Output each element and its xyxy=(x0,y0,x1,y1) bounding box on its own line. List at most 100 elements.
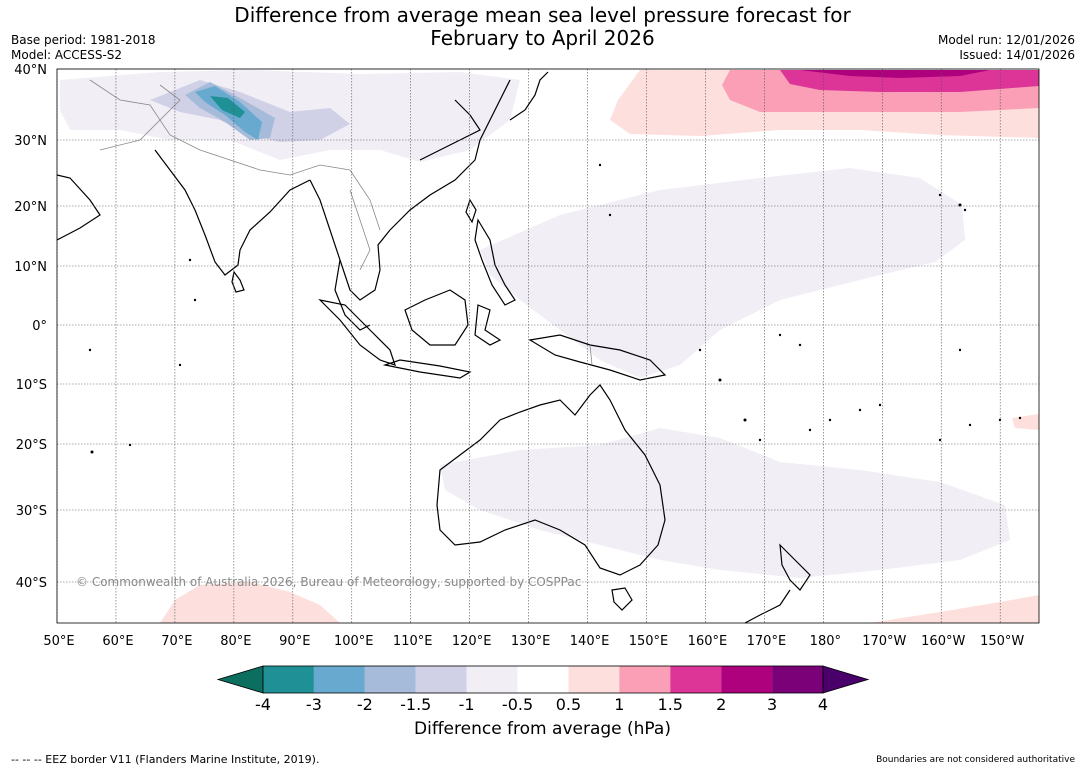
map-area: © Commonwealth of Australia 2026, Bureau… xyxy=(56,68,1039,624)
coast-tasmania xyxy=(611,587,633,611)
colorbar-swatch xyxy=(721,666,773,693)
lat-label-10n: 10°N xyxy=(14,260,47,275)
coast-philippines xyxy=(474,218,516,306)
colorbar-tick-label: -1 xyxy=(459,695,475,714)
lon-label: 110°E xyxy=(393,634,433,649)
coast-arabia xyxy=(56,174,101,241)
colorbar-swatch xyxy=(313,666,365,693)
lon-label: 120°E xyxy=(452,634,492,649)
colorbar-tick-label: 1 xyxy=(614,695,624,714)
lon-label: 50°E xyxy=(43,634,74,649)
country-borders xyxy=(89,79,593,366)
coast-japan xyxy=(509,71,549,121)
colorbar-tick-label: -4 xyxy=(255,695,271,714)
positive-anomaly-north-pacific-core xyxy=(800,70,990,78)
boundaries-disclaimer: Boundaries are not considered authoritat… xyxy=(876,755,1075,765)
colorbar-swatch xyxy=(772,666,823,693)
coast-malay-peninsula xyxy=(334,259,371,331)
positive-anomaly-south-west xyxy=(160,582,340,623)
latitude-axis: 40°N 30°N 20°N 10°N 0° 10°S 20°S 30°S 40… xyxy=(14,63,47,591)
border-png xyxy=(589,344,593,366)
coast-australia xyxy=(436,384,666,576)
lon-label: 100°E xyxy=(334,634,374,649)
lon-label: 170°W xyxy=(862,634,906,649)
coast-taiwan xyxy=(465,198,477,224)
coast-new-zealand-north xyxy=(779,543,811,591)
colorbar-swatch xyxy=(364,666,416,693)
lat-label-30s: 30°S xyxy=(16,504,47,519)
map-border xyxy=(56,68,1040,624)
issued-date: Issued: 14/01/2026 xyxy=(959,48,1075,62)
lat-label-40s: 40°S xyxy=(16,576,47,591)
border-asia-1 xyxy=(89,79,381,231)
title-line-2: February to April 2026 xyxy=(430,26,655,50)
model-name: Model: ACCESS-S2 xyxy=(11,48,123,62)
meta-left: Base period: 1981-2018 Model: ACCESS-S2 xyxy=(11,33,156,63)
longitude-axis: 50°E 60°E 70°E 80°E 90°E 100°E 110°E 120°E 130°E… xyxy=(43,634,1024,649)
coast-sumatra xyxy=(318,299,396,366)
colorbar-extend-max xyxy=(822,665,870,694)
colorbar-tick-label: 3 xyxy=(767,695,777,714)
negative-anomaly-region-pacific xyxy=(480,168,965,378)
colorbar-tick-label: -2 xyxy=(357,695,373,714)
negative-anomaly-region-australia xyxy=(440,428,1010,578)
lon-label: 80°E xyxy=(220,634,251,649)
border-asia-3 xyxy=(349,189,371,271)
lat-label-10s: 10°S xyxy=(16,378,47,393)
lon-label: 140°E xyxy=(570,634,610,649)
coast-korea-china xyxy=(419,99,481,161)
eez-footnote: -- -- -- EEZ border V11 (Flanders Marine… xyxy=(11,753,320,766)
lat-label-20s: 20°S xyxy=(16,438,47,453)
colorbar-swatch xyxy=(466,666,518,693)
map-title: Difference from average mean sea level p… xyxy=(0,4,1085,50)
colorbar-tick-label: 0.5 xyxy=(556,695,581,714)
colorbar-swatch xyxy=(568,666,620,693)
base-period: Base period: 1981-2018 xyxy=(11,33,156,47)
colorbar-tick-label: 2 xyxy=(716,695,726,714)
title-line-1: Difference from average mean sea level p… xyxy=(234,3,851,27)
copyright-notice: © Commonwealth of Australia 2026, Bureau… xyxy=(76,575,581,589)
colorbar-swatch xyxy=(619,666,671,693)
lat-label-40n: 40°N xyxy=(14,63,47,78)
coast-sri-lanka xyxy=(231,270,245,293)
colorbar-swatch xyxy=(517,666,569,693)
coast-india xyxy=(154,149,311,276)
coast-new-zealand-south xyxy=(744,589,791,624)
colorbar-swatch xyxy=(263,666,314,693)
coast-sulawesi xyxy=(474,304,502,346)
negative-anomaly-core-1f xyxy=(210,96,245,118)
positive-anomaly-east-islands xyxy=(1012,414,1039,430)
border-asia-2 xyxy=(99,84,181,151)
lon-label: 180° xyxy=(810,634,841,649)
lon-label: 170°E xyxy=(747,634,787,649)
colorbar-tick-label: -0.5 xyxy=(502,695,533,714)
lon-label: 70°E xyxy=(161,634,192,649)
lon-label: 60°E xyxy=(102,634,133,649)
lon-label: 160°W xyxy=(921,634,965,649)
colorbar-swatch xyxy=(415,666,467,693)
lat-label-20n: 20°N xyxy=(14,200,47,215)
lon-label: 130°E xyxy=(511,634,551,649)
model-run: Model run: 12/01/2026 xyxy=(937,33,1075,47)
positive-anomaly-north-pacific-strong xyxy=(780,70,1039,92)
lon-label: 90°E xyxy=(279,634,310,649)
colorbar-tick-label: 4 xyxy=(818,695,828,714)
lon-label: 160°E xyxy=(688,634,728,649)
negative-anomaly-core-67 xyxy=(195,86,262,140)
positive-anomaly-south-east xyxy=(870,595,1039,623)
colorbar-tick-label: 1.5 xyxy=(658,695,683,714)
colorbar-swatch xyxy=(670,666,722,693)
colorbar-tick-label: -1.5 xyxy=(400,695,431,714)
coast-new-guinea xyxy=(528,334,667,381)
colorbar-tick-label: -3 xyxy=(306,695,322,714)
colorbar-extend-min xyxy=(216,665,264,694)
lon-label: 150°E xyxy=(629,634,669,649)
colorbar-label: Difference from average (hPa) xyxy=(414,719,671,739)
meta-right: Model run: 12/01/2026 Issued: 14/01/2026 xyxy=(938,33,1075,63)
colorbar-outline xyxy=(262,665,824,694)
lat-label-0: 0° xyxy=(32,319,47,334)
lon-label: 150°W xyxy=(980,634,1024,649)
colorbar: -4 -3 -2 -1.5 -1 -0.5 0.5 1 1.5 2 3 4 xyxy=(216,665,870,714)
lat-label-30n: 30°N xyxy=(14,134,47,149)
